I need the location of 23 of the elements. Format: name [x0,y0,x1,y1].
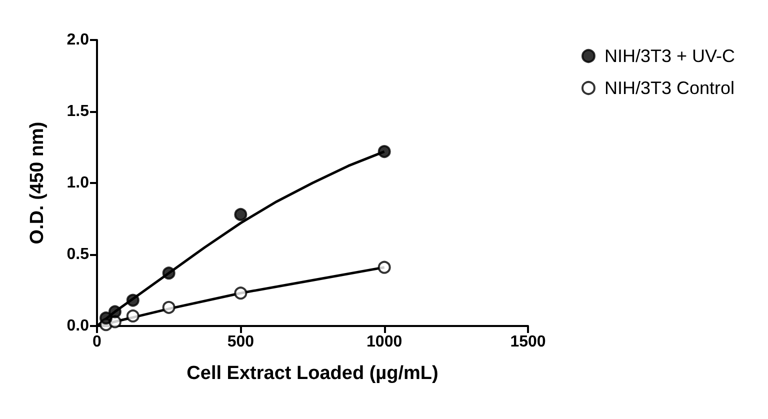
point [234,286,248,300]
point [99,311,112,324]
y-tick-label: 1.0 [66,174,90,192]
legend-label: NIH/3T3 + UV-C [604,46,736,66]
y-tick-label: 2.0 [66,32,90,48]
y-tick-label: 1.5 [66,103,90,120]
point [126,309,140,322]
point [108,305,122,318]
x-tick-label: 1000 [366,334,402,350]
point [126,294,140,307]
x-tick-label: 1500 [510,334,546,350]
y-tick-label: 0.0 [66,318,90,334]
point [162,300,176,314]
point [378,260,391,274]
x-axis-title: Cell Extract Loaded (µg/mL) [186,363,438,384]
y-tick-label: 0.5 [66,246,90,263]
x-tick-label: 0 [92,334,102,350]
y-axis-title: O.D. (450 nm) [27,122,48,244]
x-tick-label: 500 [227,334,254,350]
point [378,145,391,158]
point [162,266,176,280]
legend-label: NIH/3T3 Control [604,78,735,98]
point [234,208,248,221]
